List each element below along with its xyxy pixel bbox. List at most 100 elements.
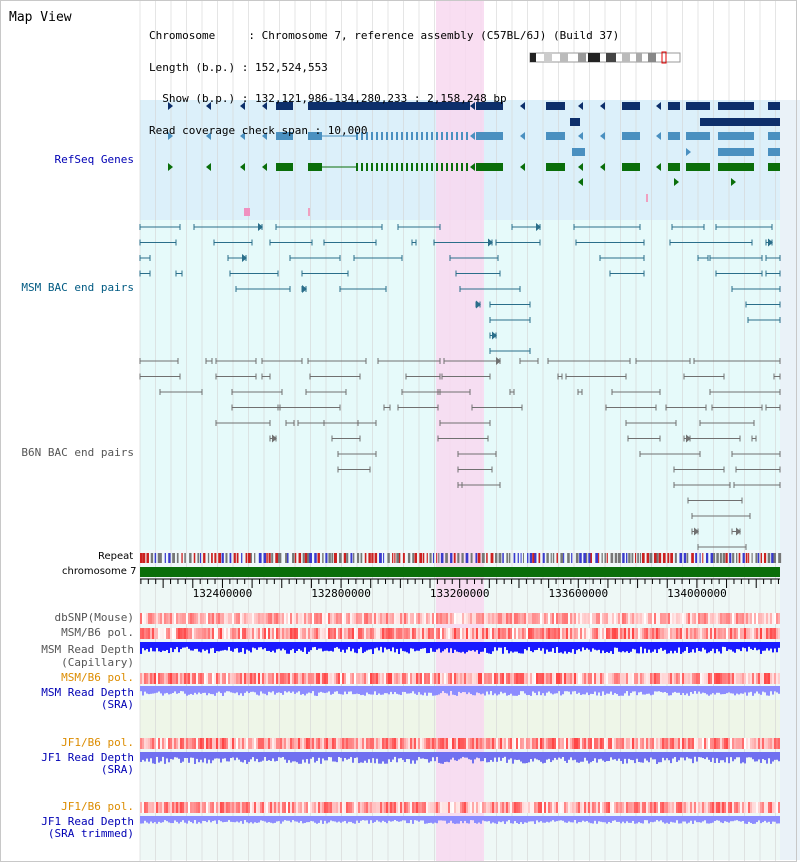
jf1-depth-trimmed-bar [398, 816, 400, 822]
jf1-b6-pol-heat-2 [650, 802, 652, 813]
jf1-b6-pol-heat [672, 738, 674, 749]
jf1-depth-sra-bar [238, 752, 240, 760]
msm-b6-pol-heat [602, 628, 604, 639]
msm-depth-capillary-bar [594, 642, 596, 650]
jf1-depth-sra-bar [448, 752, 450, 763]
jf1-depth-trimmed-bar [232, 816, 234, 823]
msm-b6-pol-heat [140, 628, 142, 639]
jf1-depth-sra-bar [778, 752, 780, 762]
msm-b6-pol-heat-2 [496, 673, 498, 684]
jf1-b6-pol-heat-2 [192, 802, 194, 813]
dbsnp-heat [244, 613, 246, 624]
msm-b6-pol-heat [568, 628, 570, 639]
msm-depth-sra-bar [300, 686, 302, 695]
msm-depth-sra-bar [654, 686, 656, 692]
refseq-gene-row-3-exon [381, 132, 383, 140]
msm-depth-capillary-bar [566, 642, 568, 654]
msm-depth-capillary-bar [656, 642, 658, 654]
repeat-element [631, 553, 634, 563]
jf1-depth-sra-bar [392, 752, 394, 760]
dbsnp-heat [476, 613, 478, 624]
msm-b6-pol-heat [486, 628, 488, 639]
msm-depth-sra-bar [344, 686, 346, 692]
jf1-b6-pol-heat [586, 738, 588, 749]
jf1-b6-pol-heat-2 [480, 802, 482, 813]
jf1-depth-trimmed-bar [740, 816, 742, 822]
msm-b6-pol-heat-2 [750, 673, 752, 684]
jf1-b6-pol-heat [520, 738, 522, 749]
jf1-depth-trimmed-bar [278, 816, 280, 822]
repeat-element [560, 553, 563, 563]
msm-depth-capillary-bar [258, 642, 260, 648]
repeat-element [567, 553, 570, 563]
jf1-depth-sra-bar [508, 752, 510, 760]
msm-depth-capillary-bar [600, 642, 602, 654]
msm-depth-capillary-bar [748, 642, 750, 647]
jf1-depth-sra-bar [376, 752, 378, 759]
dbsnp-heat [474, 613, 476, 624]
jf1-b6-pol-heat [738, 738, 740, 749]
jf1-b6-pol-heat-2 [574, 802, 576, 813]
msm-depth-capillary-bar [194, 642, 196, 649]
msm-b6-pol-heat-2 [266, 673, 268, 684]
msm-depth-capillary-bar [664, 642, 666, 650]
dbsnp-heat [400, 613, 402, 624]
refseq-gene-row-3-strand-marker [262, 132, 267, 140]
msm-depth-sra-bar [340, 686, 342, 695]
msm-depth-sra-bar [522, 686, 524, 692]
msm-depth-capillary-bar [742, 642, 744, 648]
jf1-b6-pol-heat-2 [272, 802, 274, 813]
repeat-element [309, 553, 312, 563]
msm-depth-sra-bar [748, 686, 750, 693]
msm-depth-sra-bar [468, 686, 470, 693]
msm-b6-pol-heat-2 [426, 673, 428, 684]
refseq-gene-row-3-exon [411, 132, 413, 140]
msm-depth-sra-bar [346, 686, 348, 695]
msm-b6-pol-heat-2 [606, 673, 608, 684]
jf1-depth-sra-bar [486, 752, 488, 763]
jf1-depth-sra-bar [154, 752, 156, 764]
msm-depth-capillary-bar [314, 642, 316, 647]
msm-bac-end-pairs-label[interactable]: MSM BAC end pairs [21, 281, 134, 294]
jf1-depth-sra-bar [292, 752, 294, 762]
refseq-gene-row-4-strand-marker [686, 148, 691, 156]
jf1-b6-pol-heat-2 [268, 802, 270, 813]
msm-depth-capillary-bar [650, 642, 652, 653]
msm-b6-pol-heat-2 [336, 673, 338, 684]
msm-b6-pol-heat [348, 628, 350, 639]
msm-b6-pol-heat [656, 628, 658, 639]
jf1-b6-pol-heat [514, 738, 516, 749]
msm-depth-capillary-bar [448, 642, 450, 653]
msm-b6-pol-heat [364, 628, 366, 639]
repeat-element [292, 553, 295, 563]
jf1-depth-trimmed-bar [618, 816, 620, 822]
repeat-element [322, 553, 324, 563]
msm-b6-pol-heat-2 [360, 673, 362, 684]
msm-depth-sra-bar [708, 686, 710, 696]
jf1-depth-sra-bar [452, 752, 454, 758]
refseq-genes-label[interactable]: RefSeq Genes [54, 153, 134, 166]
msm-depth-capillary-bar [274, 642, 276, 653]
jf1-depth-trimmed-bar [774, 816, 776, 822]
jf1-depth-sra-bar [362, 752, 364, 763]
msm-depth-sra-bar [508, 686, 510, 696]
msm-b6-pol-heat-2 [378, 673, 380, 684]
jf1-b6-pol-heat [472, 738, 474, 749]
dbsnp-heat [504, 613, 506, 624]
msm-depth-sra-bar [284, 686, 286, 692]
msm-b6-pol-heat [408, 628, 410, 639]
msm-depth-sra-bar [222, 686, 224, 696]
jf1-b6-pol-heat [516, 738, 518, 749]
dbsnp-heat [434, 613, 436, 624]
jf1-b6-pol-heat [560, 738, 562, 749]
dbsnp-heat [464, 613, 466, 624]
jf1-depth-sra-bar [146, 752, 148, 759]
b6n-bac-end-pairs-label[interactable]: B6N BAC end pairs [21, 446, 134, 459]
jf1-b6-pol-heat-2 [384, 802, 386, 813]
msm-depth-sra-bar [272, 686, 274, 692]
msm-b6-pol-heat [744, 628, 746, 639]
msm-depth-sra-bar [164, 686, 166, 694]
jf1-depth-sra-bar [454, 752, 456, 761]
jf1-b6-pol-heat [376, 738, 378, 749]
